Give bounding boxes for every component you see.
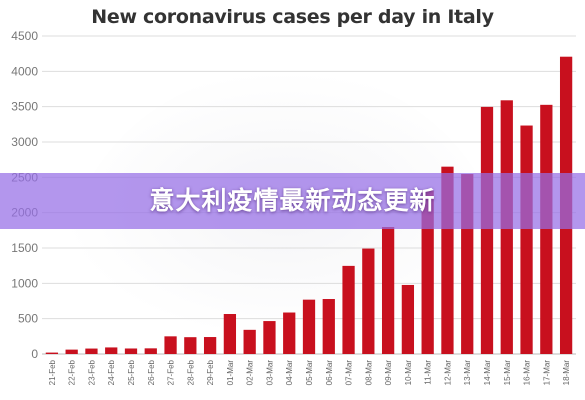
bar-21-Feb [45, 352, 59, 354]
x-tick-label: 09-Mar [384, 360, 393, 386]
x-tick-label: 17-Mar [542, 360, 551, 386]
x-tick-label: 07-Mar [345, 360, 354, 386]
bar-22-Feb [65, 349, 78, 354]
bar-11-Mar [421, 190, 434, 354]
x-tick-label: 13-Mar [463, 360, 472, 386]
y-tick-label: 0 [31, 347, 38, 361]
x-tick-label: 02-Mar [246, 360, 255, 386]
bar-09-Mar [381, 227, 395, 354]
x-tick-label: 16-Mar [523, 360, 532, 386]
x-tick-label: 22-Feb [68, 359, 77, 385]
bar-27-Feb [164, 336, 177, 354]
bar-28-Feb [184, 337, 197, 354]
bar-29-Feb [203, 337, 217, 354]
bar-24-Feb [105, 347, 118, 354]
x-tick-label: 21-Feb [48, 359, 57, 385]
x-tick-label: 28-Feb [186, 359, 195, 385]
bar-06-Mar [322, 299, 335, 354]
chart-title: New coronavirus cases per day in Italy [91, 6, 494, 28]
bar-03-Mar [263, 321, 276, 354]
overlay-banner: 意大利疫情最新动态更新 [0, 173, 585, 229]
x-tick-label: 10-Mar [404, 360, 413, 386]
bar-23-Feb [85, 348, 98, 354]
x-tick-label: 15-Mar [503, 360, 512, 386]
bar-17-Mar [540, 104, 553, 354]
x-tick-label: 14-Mar [483, 360, 492, 386]
y-tick-label: 1000 [11, 276, 38, 290]
x-tick-label: 18-Mar [562, 360, 571, 386]
bar-08-Mar [362, 248, 375, 354]
y-tick-label: 3000 [11, 135, 38, 149]
x-tick-label: 27-Feb [167, 359, 176, 385]
bar-10-Mar [401, 284, 415, 354]
y-tick-label: 1500 [11, 241, 38, 255]
x-tick-label: 23-Feb [87, 359, 96, 385]
banner-text: 意大利疫情最新动态更新 [149, 186, 436, 215]
y-tick-label: 4500 [11, 29, 38, 43]
x-tick-label: 05-Mar [305, 360, 314, 386]
bar-26-Feb [144, 348, 157, 354]
y-tick-label: 500 [18, 312, 38, 326]
bar-16-Mar [520, 125, 533, 354]
x-tick-label: 11-Mar [424, 360, 433, 385]
bar-01-Mar [223, 314, 237, 354]
bar-25-Feb [124, 348, 138, 354]
y-tick-label: 4000 [11, 64, 38, 78]
bar-05-Mar [302, 299, 316, 354]
x-tick-label: 06-Mar [325, 360, 334, 386]
y-tick-label: 3500 [11, 100, 38, 114]
bar-07-Mar [342, 265, 355, 354]
bar-04-Mar [283, 312, 296, 354]
x-tick-label: 26-Feb [147, 359, 156, 385]
x-tick-label: 12-Mar [443, 360, 452, 386]
x-tick-label: 29-Feb [206, 359, 215, 385]
x-tick-label: 03-Mar [265, 360, 274, 386]
bar-02-Mar [243, 329, 256, 354]
x-tick-label: 08-Mar [364, 360, 373, 386]
x-tick-label: 04-Mar [285, 360, 294, 386]
x-tick-label: 24-Feb [107, 359, 116, 385]
bar-14-Mar [480, 106, 494, 355]
x-tick-label: 01-Mar [226, 360, 235, 386]
x-tick-label: 25-Feb [127, 359, 136, 385]
